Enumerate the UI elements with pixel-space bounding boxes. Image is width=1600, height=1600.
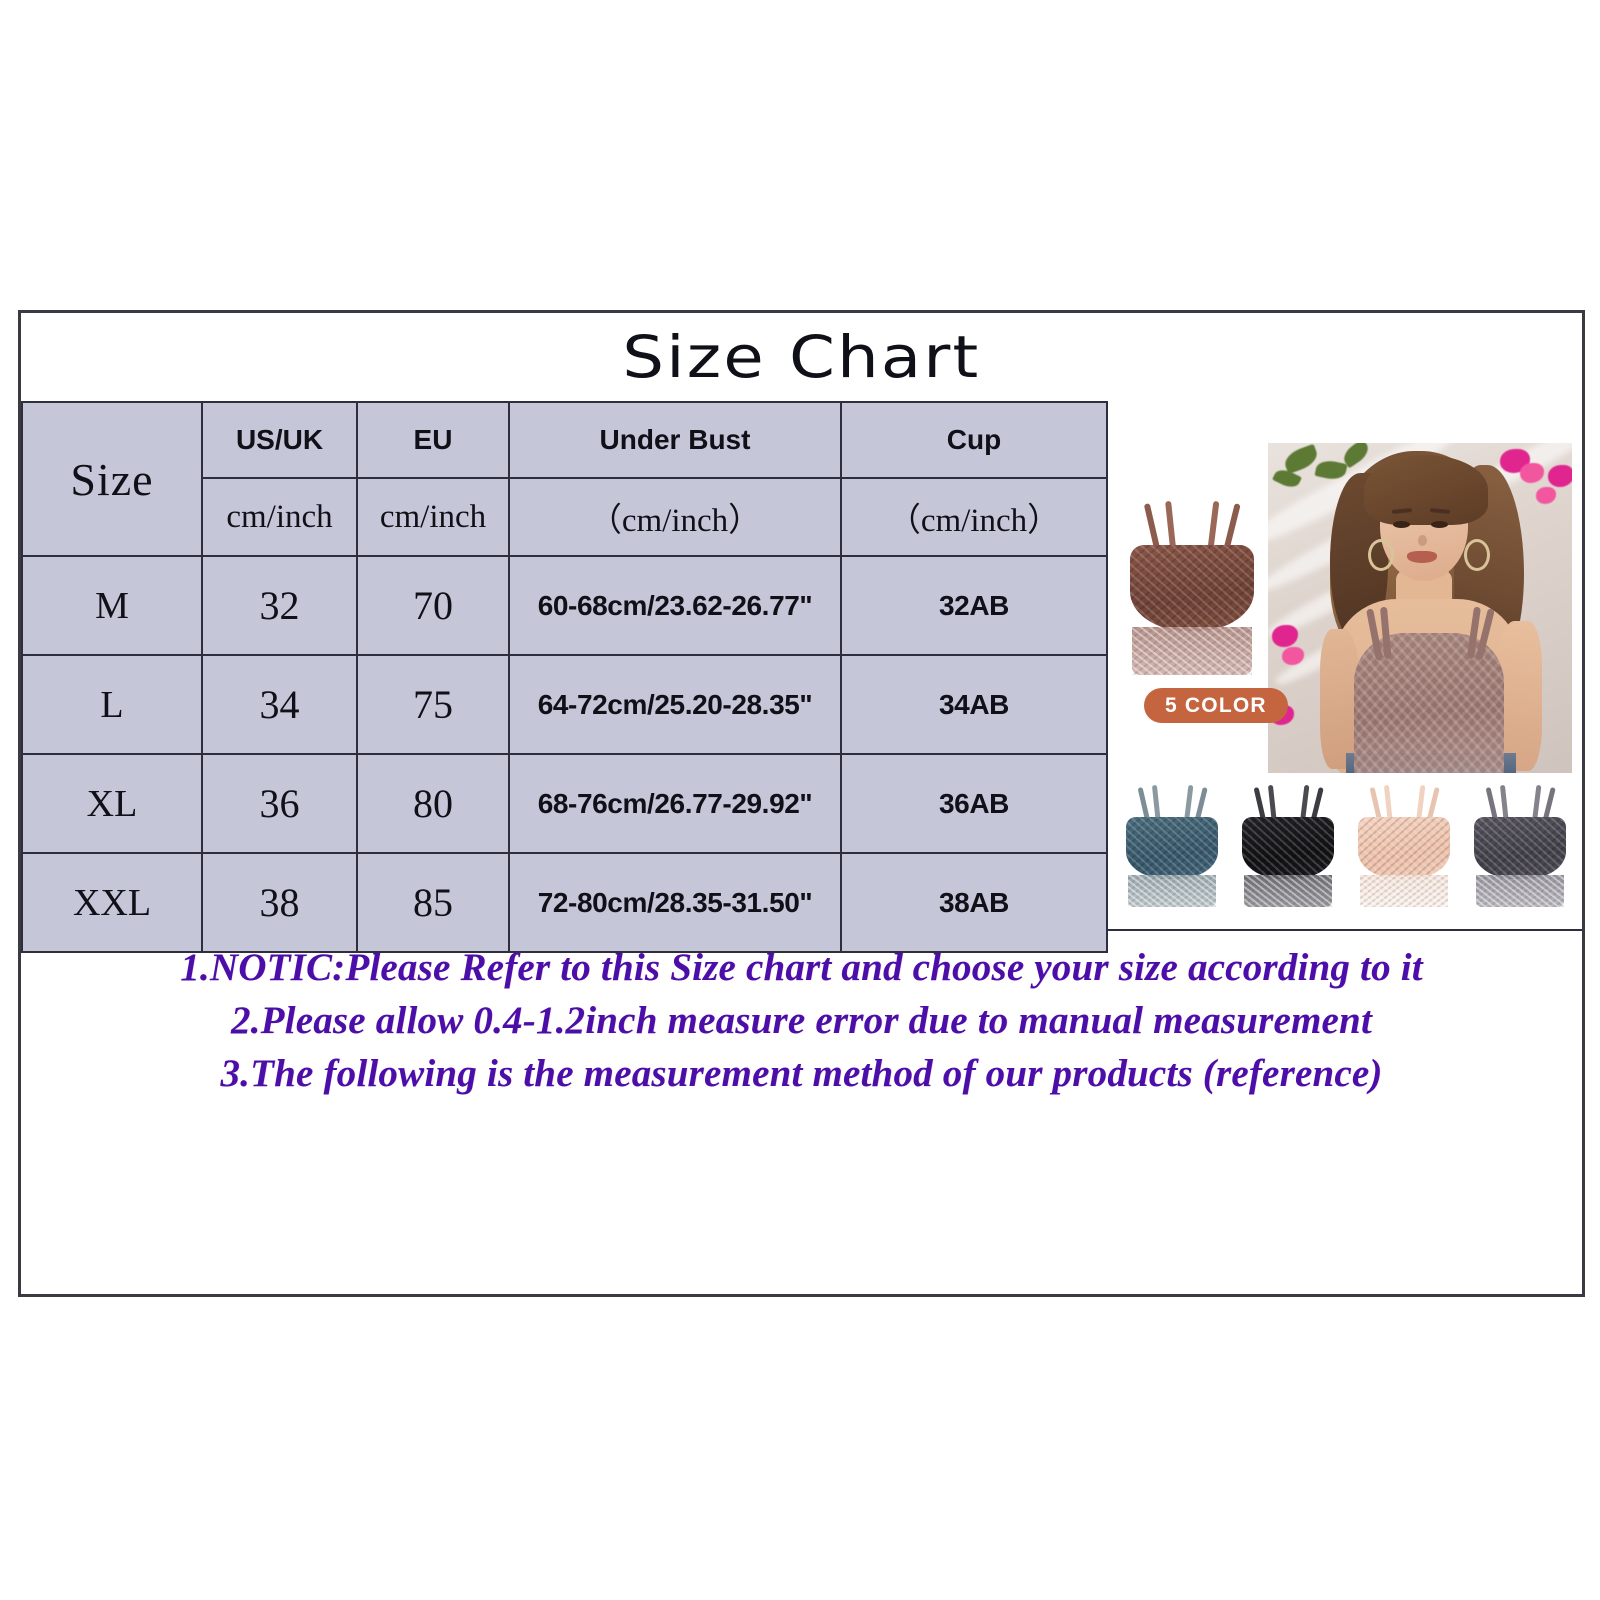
cell-usuk: 36 bbox=[201, 753, 358, 854]
size-chart-card: Size Chart Size US/UK EU Under Bust Cup … bbox=[18, 310, 1585, 1297]
cell-size: M bbox=[21, 555, 203, 656]
header-cup: Cup bbox=[840, 401, 1108, 479]
table-row: XXL 38 85 72-80cm/28.35-31.50" 38AB bbox=[21, 852, 1108, 953]
table-row: L 34 75 64-72cm/25.20-28.35" 34AB bbox=[21, 654, 1108, 755]
header-size-corner: Size bbox=[21, 401, 203, 557]
header-usuk: US/UK bbox=[201, 401, 358, 479]
product-image-panel: 5 COLOR bbox=[1106, 401, 1582, 931]
cell-usuk: 38 bbox=[201, 852, 358, 953]
subheader-under-bust-unit: （cm/inch） bbox=[508, 477, 842, 557]
table-row: M 32 70 60-68cm/23.62-26.77" 32AB bbox=[21, 555, 1108, 656]
header-under-bust: Under Bust bbox=[508, 401, 842, 479]
table-row: XL 36 80 68-76cm/26.77-29.92" 36AB bbox=[21, 753, 1108, 854]
cell-under-bust: 68-76cm/26.77-29.92" bbox=[508, 753, 842, 854]
cell-size: XXL bbox=[21, 852, 203, 953]
model-photo bbox=[1268, 443, 1572, 773]
cell-under-bust: 64-72cm/25.20-28.35" bbox=[508, 654, 842, 755]
page-title: Size Chart bbox=[622, 323, 981, 391]
subheader-eu-unit: cm/inch bbox=[356, 477, 510, 557]
cell-eu: 75 bbox=[356, 654, 510, 755]
subheader-cup-unit: （cm/inch） bbox=[840, 477, 1108, 557]
table-header-row-top: Size US/UK EU Under Bust Cup bbox=[21, 401, 1108, 557]
cell-under-bust: 72-80cm/28.35-31.50" bbox=[508, 852, 842, 953]
cell-eu: 70 bbox=[356, 555, 510, 656]
product-main-bralette bbox=[1124, 500, 1260, 681]
table-header-row-sub: cm/inch cm/inch （cm/inch） （cm/inch） bbox=[22, 477, 1108, 557]
size-table: Size US/UK EU Under Bust Cup cm/inch cm/… bbox=[21, 401, 1108, 953]
color-swatch-dark-gray[interactable] bbox=[1468, 784, 1572, 911]
color-count-badge: 5 COLOR bbox=[1144, 688, 1288, 723]
cell-cup: 36AB bbox=[840, 753, 1108, 854]
notice-line-3: 3.The following is the measurement metho… bbox=[220, 1052, 1383, 1096]
size-table-container: Size US/UK EU Under Bust Cup cm/inch cm/… bbox=[21, 401, 1108, 953]
title-band: Size Chart bbox=[21, 313, 1582, 401]
notice-line-1: 1.NOTIC:Please Refer to this Size chart … bbox=[180, 946, 1423, 989]
cell-usuk: 32 bbox=[201, 555, 358, 656]
cell-cup: 34AB bbox=[840, 654, 1108, 755]
cell-eu: 85 bbox=[356, 852, 510, 953]
subheader-usuk-unit: cm/inch bbox=[201, 477, 358, 557]
color-swatch-pink-nude[interactable] bbox=[1352, 784, 1456, 911]
color-swatch-black[interactable] bbox=[1236, 784, 1340, 911]
notice-block: 1.NOTIC:Please Refer to this Size chart … bbox=[21, 931, 1582, 1100]
cell-under-bust: 60-68cm/23.62-26.77" bbox=[508, 555, 842, 656]
cell-cup: 38AB bbox=[840, 852, 1108, 953]
cell-usuk: 34 bbox=[201, 654, 358, 755]
cell-eu: 80 bbox=[356, 753, 510, 854]
notice-line-2: 2.Please allow 0.4-1.2inch measure error… bbox=[230, 999, 1372, 1043]
header-eu: EU bbox=[356, 401, 510, 479]
color-swatch-teal-blue[interactable] bbox=[1120, 784, 1224, 911]
cell-size: L bbox=[21, 654, 203, 755]
cell-size: XL bbox=[21, 753, 203, 854]
cell-cup: 32AB bbox=[840, 555, 1108, 656]
color-swatch-row bbox=[1120, 784, 1572, 915]
